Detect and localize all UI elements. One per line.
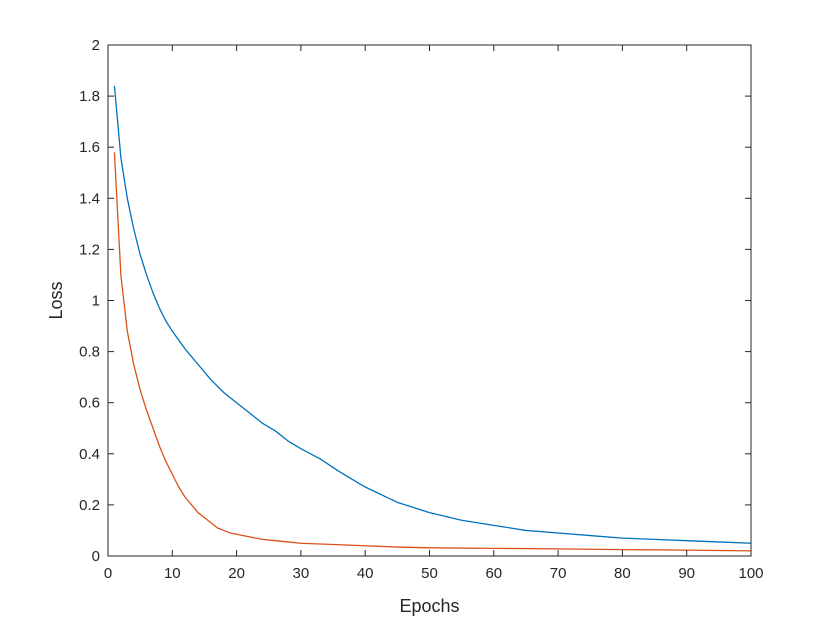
x-tick-label: 70 bbox=[550, 565, 567, 582]
y-tick-label: 1.2 bbox=[79, 241, 100, 258]
x-tick-label: 0 bbox=[104, 565, 112, 582]
x-tick-label: 100 bbox=[738, 565, 763, 582]
x-tick-label: 40 bbox=[357, 565, 374, 582]
y-tick-label: 1.6 bbox=[79, 139, 100, 156]
y-tick-label: 0.2 bbox=[79, 497, 100, 514]
y-axis-label: Loss bbox=[46, 281, 66, 319]
series-line-1 bbox=[113, 85, 752, 544]
y-tick-label: 0.8 bbox=[79, 344, 100, 361]
axes-box bbox=[107, 44, 752, 557]
y-tick-label: 0.4 bbox=[79, 446, 100, 463]
y-tick-label: 1.8 bbox=[79, 88, 100, 105]
y-tick-label: 1 bbox=[92, 293, 100, 310]
series-layer bbox=[113, 85, 752, 552]
y-tick-label: 0.6 bbox=[79, 395, 100, 412]
ticks-layer: 0 10 20 30 40 50 60 70 80 90 100 0 0.2 0.4 0.6 0.8 1 1.2 1… bbox=[79, 37, 763, 582]
series-line-2 bbox=[113, 152, 752, 552]
x-tick-label: 50 bbox=[421, 565, 438, 582]
x-tick-label: 80 bbox=[614, 565, 631, 582]
x-tick-label: 60 bbox=[485, 565, 502, 582]
x-tick-label: 90 bbox=[678, 565, 695, 582]
y-tick-label: 0 bbox=[92, 548, 100, 565]
x-tick-label: 10 bbox=[164, 565, 181, 582]
x-tick-label: 30 bbox=[293, 565, 310, 582]
x-axis-label: Epochs bbox=[399, 596, 459, 616]
y-tick-label: 1.4 bbox=[79, 190, 100, 207]
x-tick-label: 20 bbox=[228, 565, 245, 582]
y-tick-label: 2 bbox=[92, 37, 100, 54]
plot-area bbox=[108, 45, 751, 556]
